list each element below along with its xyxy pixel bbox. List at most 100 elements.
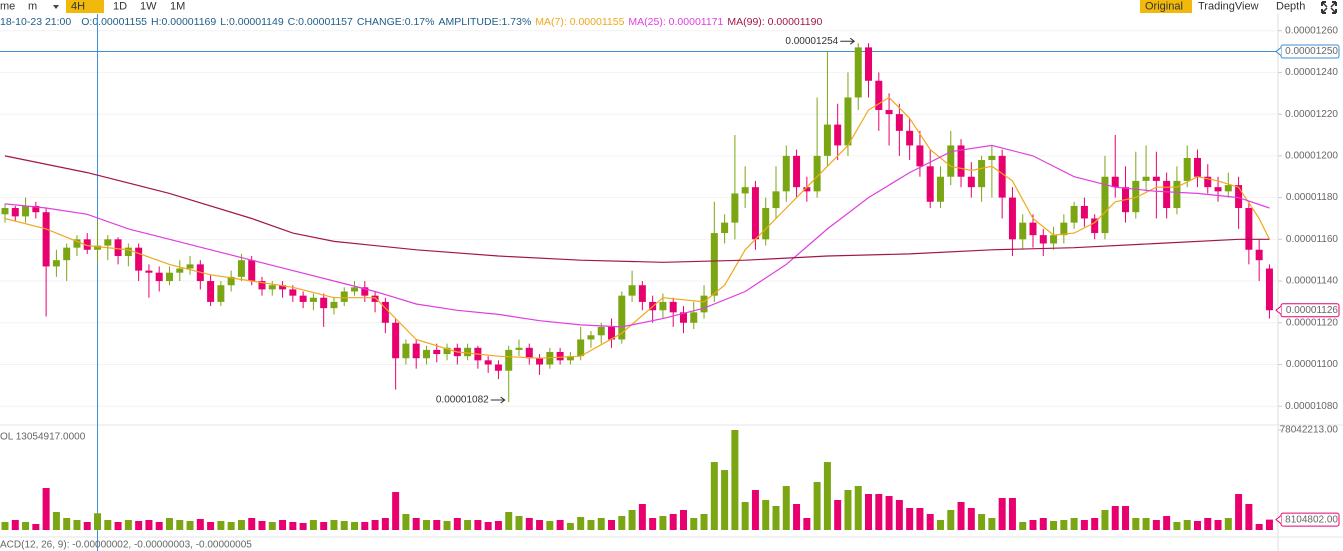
volume-bar [1265, 519, 1273, 530]
info-field: H:0.00001169 [151, 16, 216, 28]
candle-body [1152, 176, 1160, 181]
interval-button[interactable]: 4H [71, 0, 85, 12]
candle-body [782, 155, 790, 192]
candle-body [1070, 205, 1078, 223]
volume-bar [381, 518, 389, 530]
candle-body [988, 155, 996, 161]
volume-bar [947, 510, 955, 530]
candle-body [608, 326, 616, 340]
candle-body [844, 97, 852, 146]
volume-bar [690, 518, 698, 530]
candle-body [279, 285, 287, 290]
candle-body [268, 285, 276, 290]
volume-bar [936, 520, 944, 530]
info-line: 18-10-23 21:00 O:0.00001155 H:0.00001169 L:… [0, 16, 822, 28]
candle-body [556, 351, 564, 361]
volume-tag: 8104802.00 [1285, 514, 1338, 525]
volume-bar [1132, 518, 1140, 530]
volume-bar [1142, 518, 1150, 530]
candle-body [1214, 187, 1222, 192]
volume-bar [443, 521, 451, 530]
volume-bar [32, 524, 40, 530]
volume-bar [392, 492, 400, 530]
crosshair-tag-pointer [1275, 47, 1282, 56]
candle-body [926, 166, 934, 202]
volume-bar [536, 520, 544, 530]
volume-bar [104, 520, 112, 530]
volume-bar [1152, 520, 1160, 530]
candle-body [1050, 235, 1058, 244]
candle-body [597, 326, 605, 336]
y-tick-label: 0.00001180 [1286, 192, 1339, 203]
volume-bar [772, 506, 780, 530]
volume-bar [227, 522, 235, 530]
info-field: L:0.00001149 [220, 16, 284, 28]
candle-body [906, 130, 914, 146]
candle-body [515, 347, 523, 350]
candle-body [967, 176, 975, 188]
candle-body [751, 187, 759, 240]
candle-body [577, 339, 585, 357]
candle-body [1183, 157, 1191, 181]
candle-body [505, 349, 513, 371]
volume-bar [299, 523, 307, 530]
candle-body [32, 205, 40, 213]
volume-bar [1224, 518, 1232, 530]
volume-bar [998, 498, 1006, 530]
volume-bar [207, 522, 215, 530]
volume-bar [1122, 506, 1130, 530]
volume-bar [1235, 494, 1243, 530]
interval-button[interactable]: 1D [113, 0, 127, 12]
candle-body [330, 301, 338, 309]
volume-bar [649, 518, 657, 530]
interval-button[interactable]: m [28, 0, 37, 12]
interval-button[interactable]: 1M [170, 0, 185, 12]
volume-bar [1050, 521, 1058, 530]
candle-body [875, 80, 883, 110]
candle-body [813, 155, 821, 192]
fullscreen-icon[interactable] [1321, 1, 1337, 14]
volume-bar [361, 522, 369, 530]
candle-body [1060, 222, 1068, 236]
candle-body [762, 208, 770, 240]
volume-bar [52, 512, 60, 530]
candle-body [1019, 222, 1027, 240]
volume-bar [176, 520, 184, 530]
candle-body [1132, 180, 1140, 213]
volume-bar [433, 520, 441, 530]
y-tick-label: 0.00001200 [1285, 151, 1338, 162]
y-tick-label: 0.00001160 [1286, 234, 1339, 245]
y-tick-label: 0.00001140 [1286, 276, 1339, 287]
ma-legend: MA(25): 0.00001171 [628, 16, 723, 28]
interval-button[interactable]: 1W [140, 0, 157, 12]
volume-bar [525, 518, 533, 530]
info-field: C:0.00001157 [288, 16, 353, 28]
view-button[interactable]: Depth [1276, 0, 1305, 12]
volume-bar [957, 502, 965, 530]
candle-body [361, 287, 369, 296]
candle-body [381, 301, 389, 323]
candle-body [484, 360, 492, 365]
volume-bar [803, 518, 811, 530]
volume-bar [422, 520, 430, 530]
candle-body [433, 349, 441, 355]
volume-bar [967, 508, 975, 530]
view-button[interactable]: Original [1145, 0, 1183, 12]
volume-bar [700, 514, 708, 530]
y-tick-label: 0.00001120 [1286, 317, 1339, 328]
view-button[interactable]: TradingView [1198, 0, 1259, 12]
candle-body [42, 212, 50, 267]
volume-bar [823, 462, 831, 530]
candle-body [1193, 157, 1201, 177]
interval-button[interactable]: me [0, 0, 15, 12]
candle-body [104, 239, 112, 246]
candle-body [916, 145, 924, 167]
volume-bar [402, 514, 410, 530]
volume-bar [988, 518, 996, 530]
annotation-label: 0.00001254 [785, 36, 838, 47]
volume-bar [340, 521, 348, 530]
candle-body [340, 291, 348, 302]
volume-bar [73, 520, 81, 530]
candle-body [94, 245, 102, 250]
